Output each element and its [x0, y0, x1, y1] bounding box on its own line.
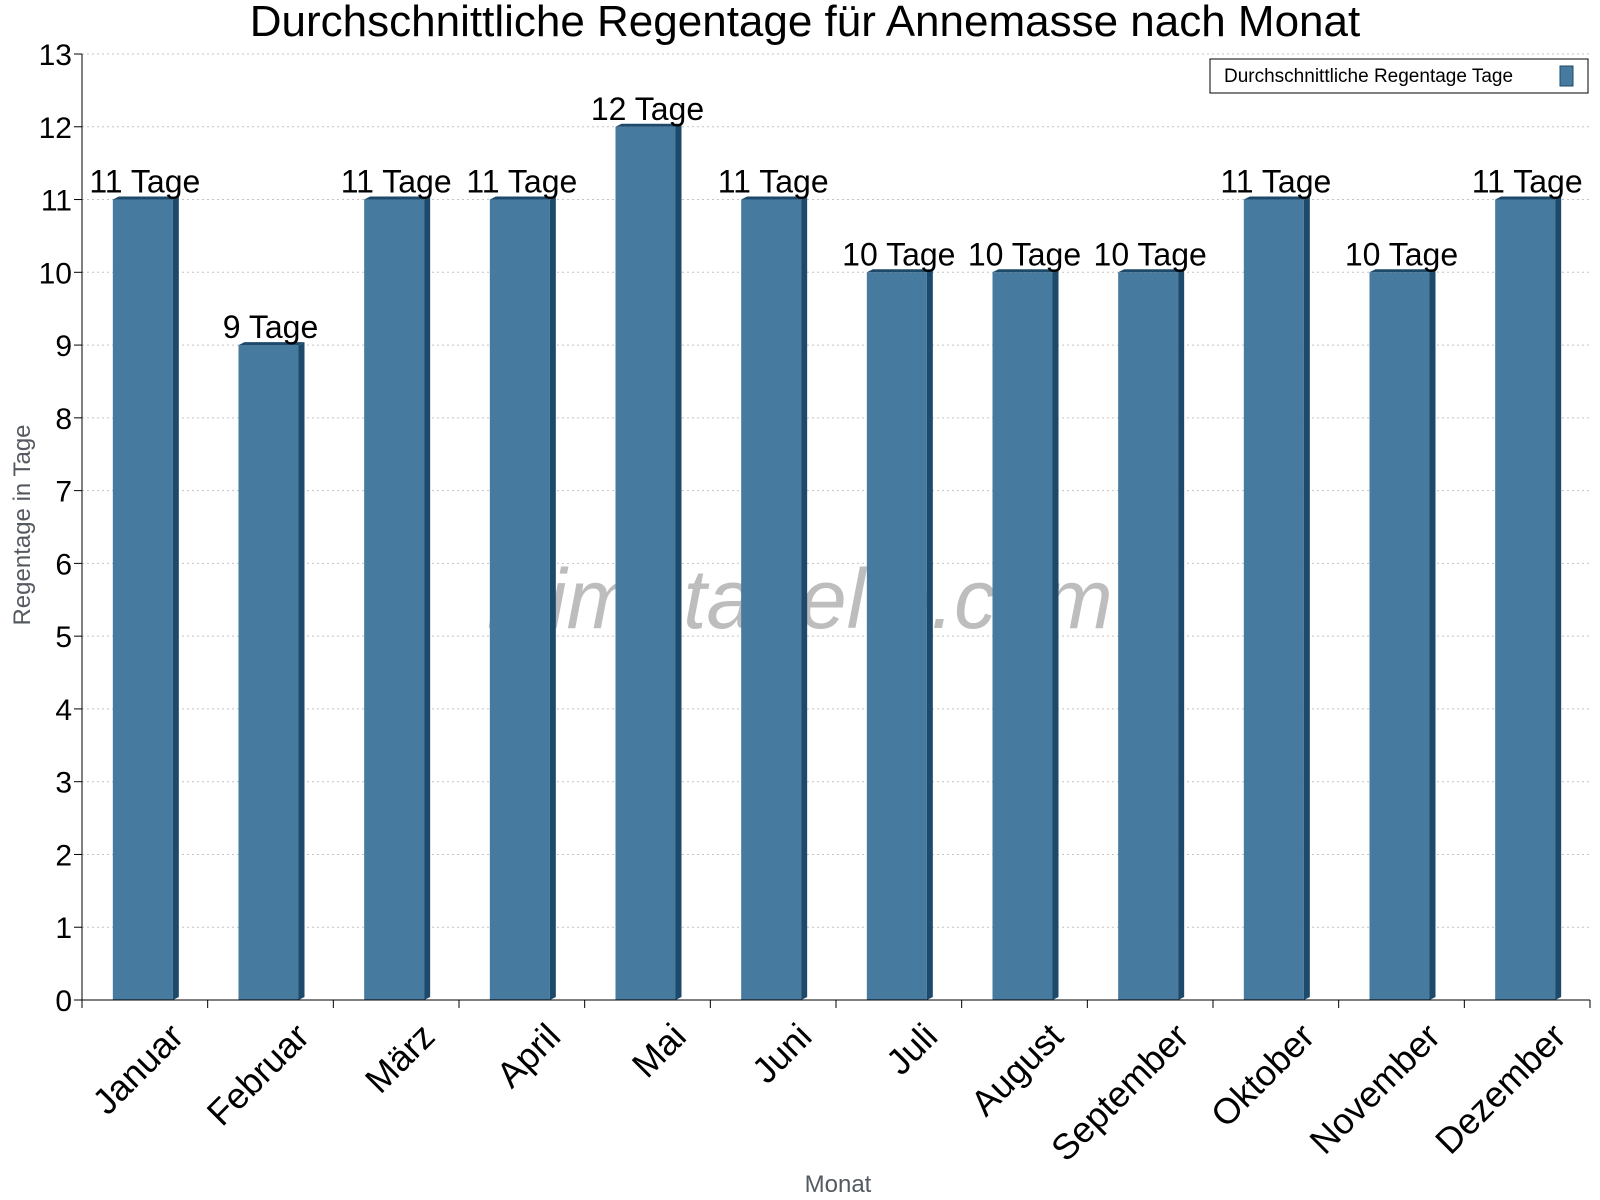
data-label: 11 Tage [466, 164, 577, 200]
bar-side [926, 269, 933, 1000]
bar-top [238, 342, 305, 346]
x-tick-label: März [357, 1015, 443, 1101]
bar-top [615, 123, 682, 127]
y-tick-label: 6 [55, 548, 72, 581]
grid [82, 53, 1590, 928]
bar-front [1243, 199, 1304, 1001]
data-label: 12 Tage [591, 91, 704, 127]
bar-side [1429, 269, 1436, 1000]
bar-front [992, 272, 1053, 1000]
data-label: 11 Tage [341, 164, 452, 200]
bar-top [992, 269, 1059, 273]
bar-top [112, 196, 179, 200]
legend-entry-swatch [1559, 65, 1574, 87]
x-tick-label: Februar [199, 1015, 317, 1133]
bar-side [1052, 269, 1059, 1000]
data-labels: 11 Tage 9 Tage 11 Tage 11 Tage 12 Tage 11 Tag… [89, 91, 1582, 345]
data-label: 10 Tage [842, 236, 955, 272]
x-tick-label: Dezember [1427, 1015, 1573, 1161]
y-tick-label: 9 [55, 330, 72, 363]
bar-front [866, 272, 927, 1000]
y-tick-label: 1 [55, 912, 72, 945]
bar [1369, 269, 1436, 1000]
x-tick-label: September [1043, 1015, 1197, 1169]
bar-side [1178, 269, 1185, 1000]
bar-front [741, 199, 802, 1001]
bar-top [1118, 269, 1185, 273]
bar-front [1495, 199, 1556, 1001]
y-tick-label: 3 [55, 767, 72, 800]
bar-side [801, 196, 808, 1001]
y-tick-label: 5 [55, 621, 72, 654]
bar-side [298, 342, 305, 1001]
data-label: 10 Tage [1345, 236, 1458, 272]
bar-side [172, 196, 179, 1001]
x-tick-label: Juni [744, 1015, 820, 1091]
bar [1243, 196, 1310, 1001]
bar-front [238, 345, 299, 1001]
data-label: 11 Tage [718, 164, 829, 200]
bar [866, 269, 933, 1000]
y-axis-title: Regentage in Tage [9, 424, 36, 625]
bar-top [364, 196, 431, 200]
y-tick-label: 4 [55, 694, 72, 727]
data-label: 11 Tage [1472, 164, 1583, 200]
bar-side [424, 196, 431, 1001]
bar-side [1303, 196, 1310, 1001]
legend-entry-label: Durchschnittliche Regentage Tage [1224, 66, 1513, 87]
bar-side [1555, 196, 1562, 1001]
data-label: 10 Tage [968, 236, 1081, 272]
y-tick-label: 7 [55, 476, 72, 509]
bar-top [489, 196, 556, 200]
bar [1118, 269, 1185, 1000]
bar [112, 196, 179, 1001]
bar [1495, 196, 1562, 1001]
y-tick-label: 0 [55, 985, 72, 1018]
legend-box [1209, 58, 1589, 94]
y-tick-label: 12 [39, 112, 72, 145]
bar-front [1369, 272, 1430, 1000]
bar-front [615, 126, 676, 1001]
bar [364, 196, 431, 1001]
bar-front [112, 199, 173, 1001]
x-tick-label: Mai [624, 1015, 694, 1085]
bar-side [675, 123, 682, 1001]
x-tick-label: November [1301, 1015, 1447, 1161]
x-tick-label: Juli [878, 1015, 945, 1082]
data-label: 11 Tage [89, 164, 200, 200]
bar-top [1369, 269, 1436, 273]
y-tick-label: 13 [39, 39, 72, 72]
bar [741, 196, 808, 1001]
x-axis-title: Monat [805, 1171, 872, 1198]
y-tick-label: 8 [55, 403, 72, 436]
y-tick-label: 2 [55, 839, 72, 872]
data-label: 11 Tage [1220, 164, 1331, 200]
bar [615, 123, 682, 1001]
bars [112, 123, 1562, 1001]
bar-side [549, 196, 556, 1001]
bar [238, 342, 305, 1001]
x-tick-label: Januar [84, 1015, 191, 1122]
y-tick-label: 10 [39, 257, 72, 290]
legend: Durchschnittliche Regentage Tage [1209, 58, 1589, 94]
bar-top [741, 196, 808, 200]
bar-top [866, 269, 933, 273]
y-tick-label: 11 [41, 185, 72, 218]
x-tick-label: Oktober [1203, 1015, 1323, 1135]
bar-front [1118, 272, 1179, 1000]
x-tick-label: April [488, 1015, 568, 1095]
bar [992, 269, 1059, 1000]
bar-top [1243, 196, 1310, 200]
data-label: 10 Tage [1094, 236, 1207, 272]
data-label: 9 Tage [223, 309, 319, 345]
bar-front [364, 199, 425, 1001]
bar-front [489, 199, 550, 1001]
bar [489, 196, 556, 1001]
chart-title: Durchschnittliche Regentage für Annemass… [250, 0, 1360, 46]
x-tick-label: August [963, 1015, 1071, 1123]
bar-top [1495, 196, 1562, 200]
